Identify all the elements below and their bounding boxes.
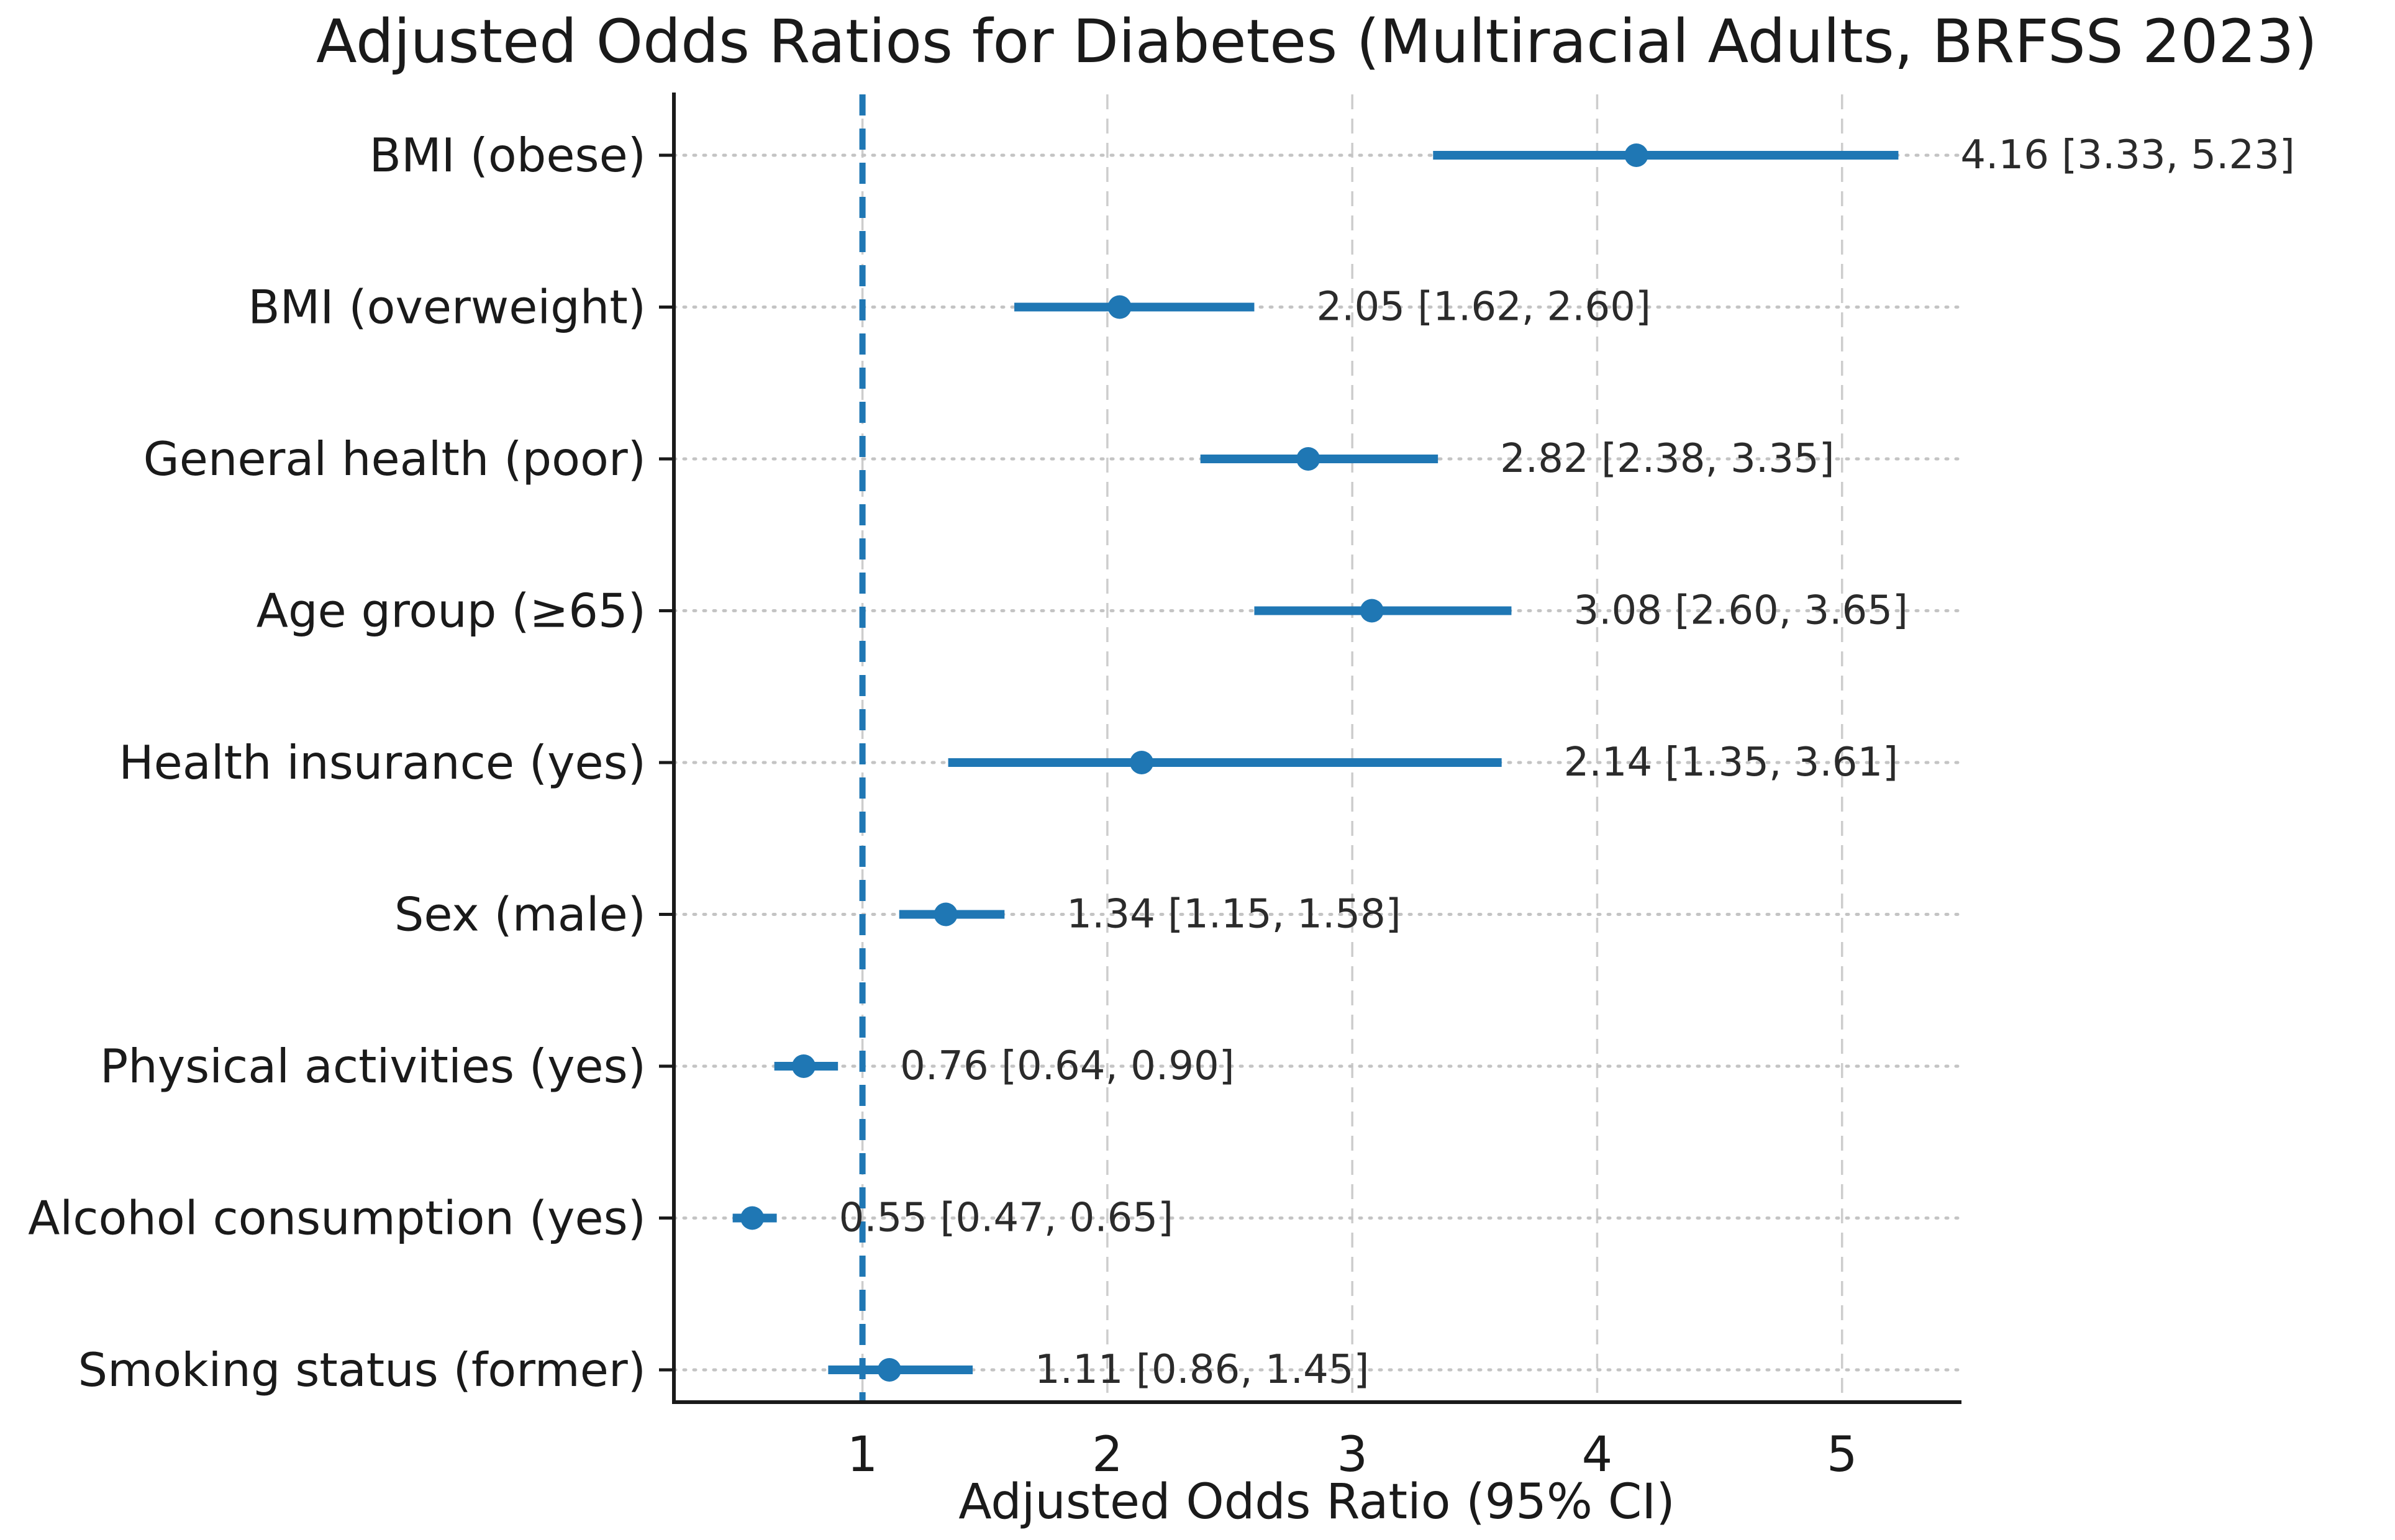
data-layer: 4.16 [3.33, 5.23] BMI (obese) 2.05 [1.62, … <box>28 128 2295 1397</box>
x-tick-label: 4 <box>1582 1427 1613 1483</box>
forest-row: 4.16 [3.33, 5.23] BMI (obese) <box>370 128 2295 183</box>
grid-layer <box>672 94 1961 1402</box>
chart-title: Adjusted Odds Ratios for Diabetes (Multi… <box>316 7 2317 76</box>
y-axis-category-label: Alcohol consumption (yes) <box>28 1191 646 1246</box>
or-point-marker <box>740 1206 765 1230</box>
y-axis-category-label: Physical activities (yes) <box>100 1039 646 1094</box>
x-tick-layer: 1 2 3 4 5 <box>847 1427 1858 1483</box>
or-point-marker <box>1624 143 1648 167</box>
forest-row: 0.76 [0.64, 0.90] Physical activities (ye… <box>100 1039 1235 1094</box>
y-axis-category-label: Sex (male) <box>394 887 646 942</box>
ci-annotation: 1.11 [0.86, 1.45] <box>1035 1347 1369 1393</box>
y-axis-category-label: BMI (obese) <box>370 128 647 183</box>
forest-row: 1.34 [1.15, 1.58] Sex (male) <box>394 887 1401 942</box>
or-point-marker <box>877 1358 901 1382</box>
y-axis-category-label: BMI (overweight) <box>248 280 646 335</box>
x-axis-label: Adjusted Odds Ratio (95% CI) <box>958 1474 1675 1530</box>
or-point-marker <box>791 1054 816 1078</box>
ci-annotation: 2.82 [2.38, 3.35] <box>1500 436 1834 482</box>
forest-row: 2.14 [1.35, 3.61] Health insurance (yes) <box>119 735 1898 790</box>
forest-row: 2.05 [1.62, 2.60] BMI (overweight) <box>248 280 1651 335</box>
ci-annotation: 0.76 [0.64, 0.90] <box>900 1043 1234 1089</box>
y-axis-category-label: Health insurance (yes) <box>119 735 646 790</box>
x-tick-label: 5 <box>1827 1427 1858 1483</box>
ci-annotation: 2.05 [1.62, 2.60] <box>1316 284 1650 330</box>
ci-annotation: 1.34 [1.15, 1.58] <box>1066 892 1401 938</box>
x-tick-label: 2 <box>1092 1427 1123 1483</box>
ci-annotation: 2.14 [1.35, 3.61] <box>1564 740 1898 786</box>
y-axis-category-label: Smoking status (former) <box>78 1343 646 1397</box>
or-point-marker <box>934 902 958 926</box>
or-point-marker <box>1130 751 1154 774</box>
y-axis-category-label: General health (poor) <box>143 432 646 486</box>
or-point-marker <box>1107 295 1132 319</box>
forest-row: 1.11 [0.86, 1.45] Smoking status (former) <box>78 1343 1370 1397</box>
ci-annotation: 3.08 [2.60, 3.65] <box>1573 588 1907 634</box>
ci-annotation: 4.16 [3.33, 5.23] <box>1960 132 2294 178</box>
x-tick-label: 1 <box>847 1427 878 1483</box>
forest-row: 0.55 [0.47, 0.65] Alcohol consumption (ye… <box>28 1191 1173 1246</box>
axes-layer <box>672 93 1961 1404</box>
ci-annotation: 0.55 [0.47, 0.65] <box>839 1195 1173 1241</box>
y-axis-category-label: Age group (≥65) <box>257 584 646 638</box>
forest-row: 2.82 [2.38, 3.35] General health (poor) <box>143 432 1835 486</box>
or-point-marker <box>1296 447 1320 471</box>
x-tick-label: 3 <box>1337 1427 1368 1483</box>
or-point-marker <box>1360 599 1384 623</box>
forest-row: 3.08 [2.60, 3.65] Age group (≥65) <box>257 584 1908 638</box>
